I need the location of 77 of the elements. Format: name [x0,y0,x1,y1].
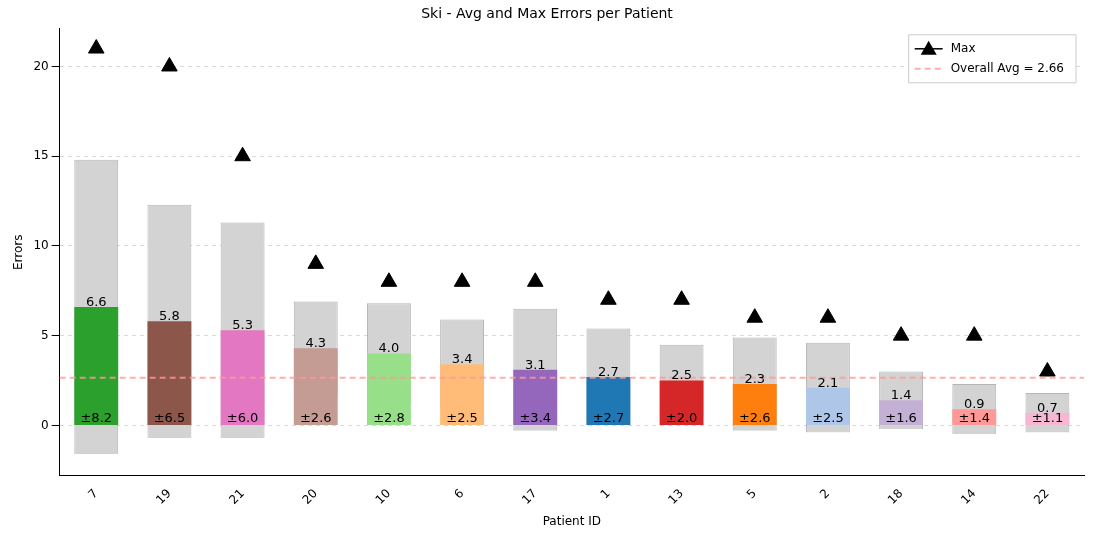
x-tick-label: 19 [153,486,174,507]
y-tick-label: 20 [33,58,49,73]
y-axis-title: Errors [11,234,26,270]
data-label: 2.7 [598,363,619,379]
y-tick-label: 10 [33,238,49,253]
chart-title: Ski - Avg and Max Errors per Patient [421,5,674,22]
bar [293,348,338,425]
point [453,272,471,287]
annotation: ±1.4 [958,410,991,426]
data-label: 2.5 [671,367,692,383]
annotation: ±2.5 [812,410,844,426]
data-label: 6.6 [85,293,107,309]
bar [513,369,558,425]
x-tick-label: 13 [665,486,686,507]
bar [805,387,850,425]
x-tick-label: 17 [518,486,540,507]
x-axis-title: Patient ID [542,513,602,528]
x-tick-label: 14 [957,486,979,507]
bar [147,321,192,425]
data-label: 4.3 [305,335,327,351]
annotation: ±6.0 [226,410,259,426]
point [87,39,105,54]
y-tick-label: 5 [41,327,49,342]
annotation: ±2.7 [592,410,625,426]
point [526,272,544,287]
y-tick-label: 15 [33,148,49,163]
bar [732,384,777,425]
data-label: 5.8 [159,308,180,324]
x-tick-label: 21 [226,486,247,507]
annotation: ±2.8 [373,410,405,426]
annotation: ±6.5 [153,410,186,426]
data-label: 2.1 [817,374,839,390]
point [673,290,690,305]
x-tick-label: 2 [816,486,833,502]
y-tick-label: 0 [41,417,49,432]
x-tick-label: 20 [299,486,321,507]
data-label: 1.4 [890,387,912,403]
point [161,56,178,72]
point [307,254,325,269]
annotation: ±8.2 [80,410,113,426]
x-tick-label: 6 [451,486,467,502]
annotation: ±2.6 [299,410,332,426]
point [234,146,251,162]
bar [440,364,485,425]
annotation: ±2.5 [446,410,478,426]
point [892,326,910,341]
x-tick-label: 18 [884,486,906,507]
point [746,308,764,323]
annotation: ±3.4 [519,410,552,426]
x-tick-label: 7 [85,486,101,502]
x-tick-label: 22 [1031,486,1052,507]
data-label: 5.3 [232,317,253,333]
point [819,308,837,323]
data-label: 2.3 [744,370,766,386]
legend-label: Overall Avg = 2.66 [950,60,1064,75]
x-tick-label: 10 [372,486,394,507]
point [380,272,398,287]
bar [366,353,411,425]
point [600,290,617,305]
data-label: 3.4 [451,351,473,367]
x-tick-label: 5 [743,486,760,502]
legend-label: Max [950,40,976,55]
point [965,326,983,341]
bar [586,376,631,425]
annotation: ±1.6 [885,410,917,426]
data-label: 3.1 [524,356,546,372]
annotation: ±2.0 [665,410,698,426]
bar [220,330,265,425]
annotation: ±1.1 [1031,410,1064,426]
data-label: 0.9 [963,396,985,412]
bar [659,380,704,425]
annotation: ±2.6 [738,410,771,426]
data-label: 4.0 [378,340,400,356]
x-tick-label: 1 [597,486,613,502]
bar [74,306,119,425]
bar [879,400,924,425]
point [1039,362,1056,377]
